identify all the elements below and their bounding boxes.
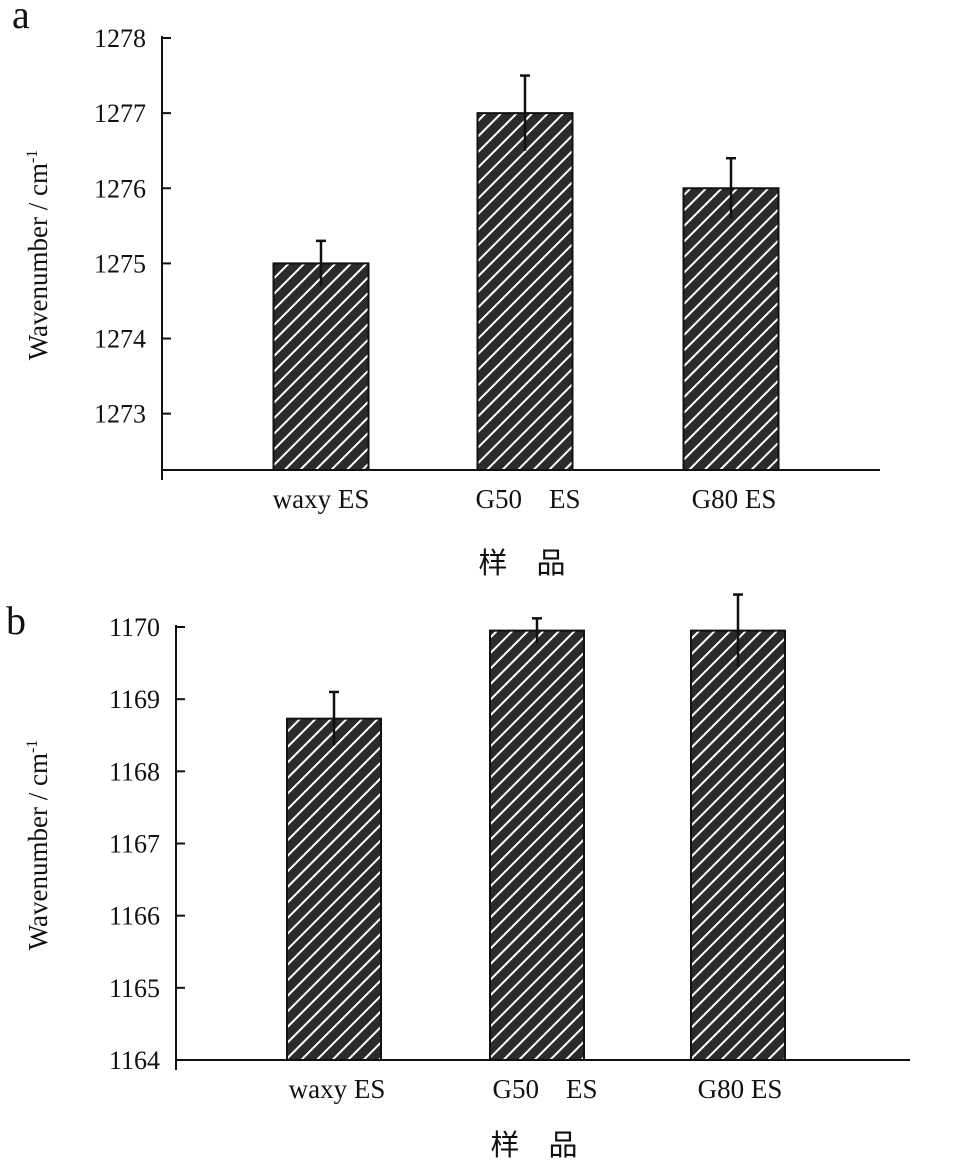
y-axis-title-superscript: -1	[24, 150, 41, 163]
bar	[489, 629, 585, 1061]
y-tick-label: 1170	[109, 613, 160, 642]
bar	[682, 187, 780, 471]
y-tick-label: 1165	[109, 974, 160, 1003]
bar	[272, 262, 370, 471]
x-axis-title: 样 品	[490, 1129, 577, 1162]
y-axis-title: Wavenumber / cm-1	[23, 150, 53, 361]
y-tick-label: 1164	[109, 1046, 160, 1075]
y-tick-label: 1168	[109, 757, 160, 786]
y-tick-label: 1274	[94, 325, 146, 354]
y-axis-title: Wavenumber / cm-1	[23, 740, 53, 951]
panel-label: a	[12, 0, 30, 37]
x-tick-label: G80 ES	[698, 1074, 783, 1104]
y-tick-label: 1275	[94, 249, 146, 278]
panel-label: b	[6, 598, 26, 643]
y-tick-label: 1277	[94, 99, 146, 128]
x-tick-label: G80 ES	[692, 484, 777, 514]
x-tick-label: G50 ES	[492, 1074, 597, 1104]
y-tick-label: 1273	[94, 400, 146, 429]
x-tick-label: waxy ES	[289, 1074, 386, 1104]
y-tick-label: 1169	[109, 685, 160, 714]
x-axis-title: 样 品	[478, 547, 565, 580]
y-tick-label: 1276	[94, 174, 146, 203]
bar	[690, 629, 786, 1061]
bar	[476, 112, 574, 471]
y-tick-label: 1166	[109, 902, 160, 931]
x-tick-label: waxy ES	[273, 484, 370, 514]
y-tick-label: 1167	[109, 830, 160, 859]
x-tick-label: G50 ES	[475, 484, 580, 514]
chart-panel-a: a Wavenumber / cm-1 1278 1277 1276 1275 1274 12…	[12, 0, 880, 580]
chart-panel-b: b Wavenumber / cm-1 1170 1169 1168 1167 1166 11…	[6, 593, 910, 1162]
y-tick-label: 1278	[94, 24, 146, 53]
y-axis-title-superscript: -1	[24, 740, 41, 753]
bar	[286, 717, 382, 1061]
